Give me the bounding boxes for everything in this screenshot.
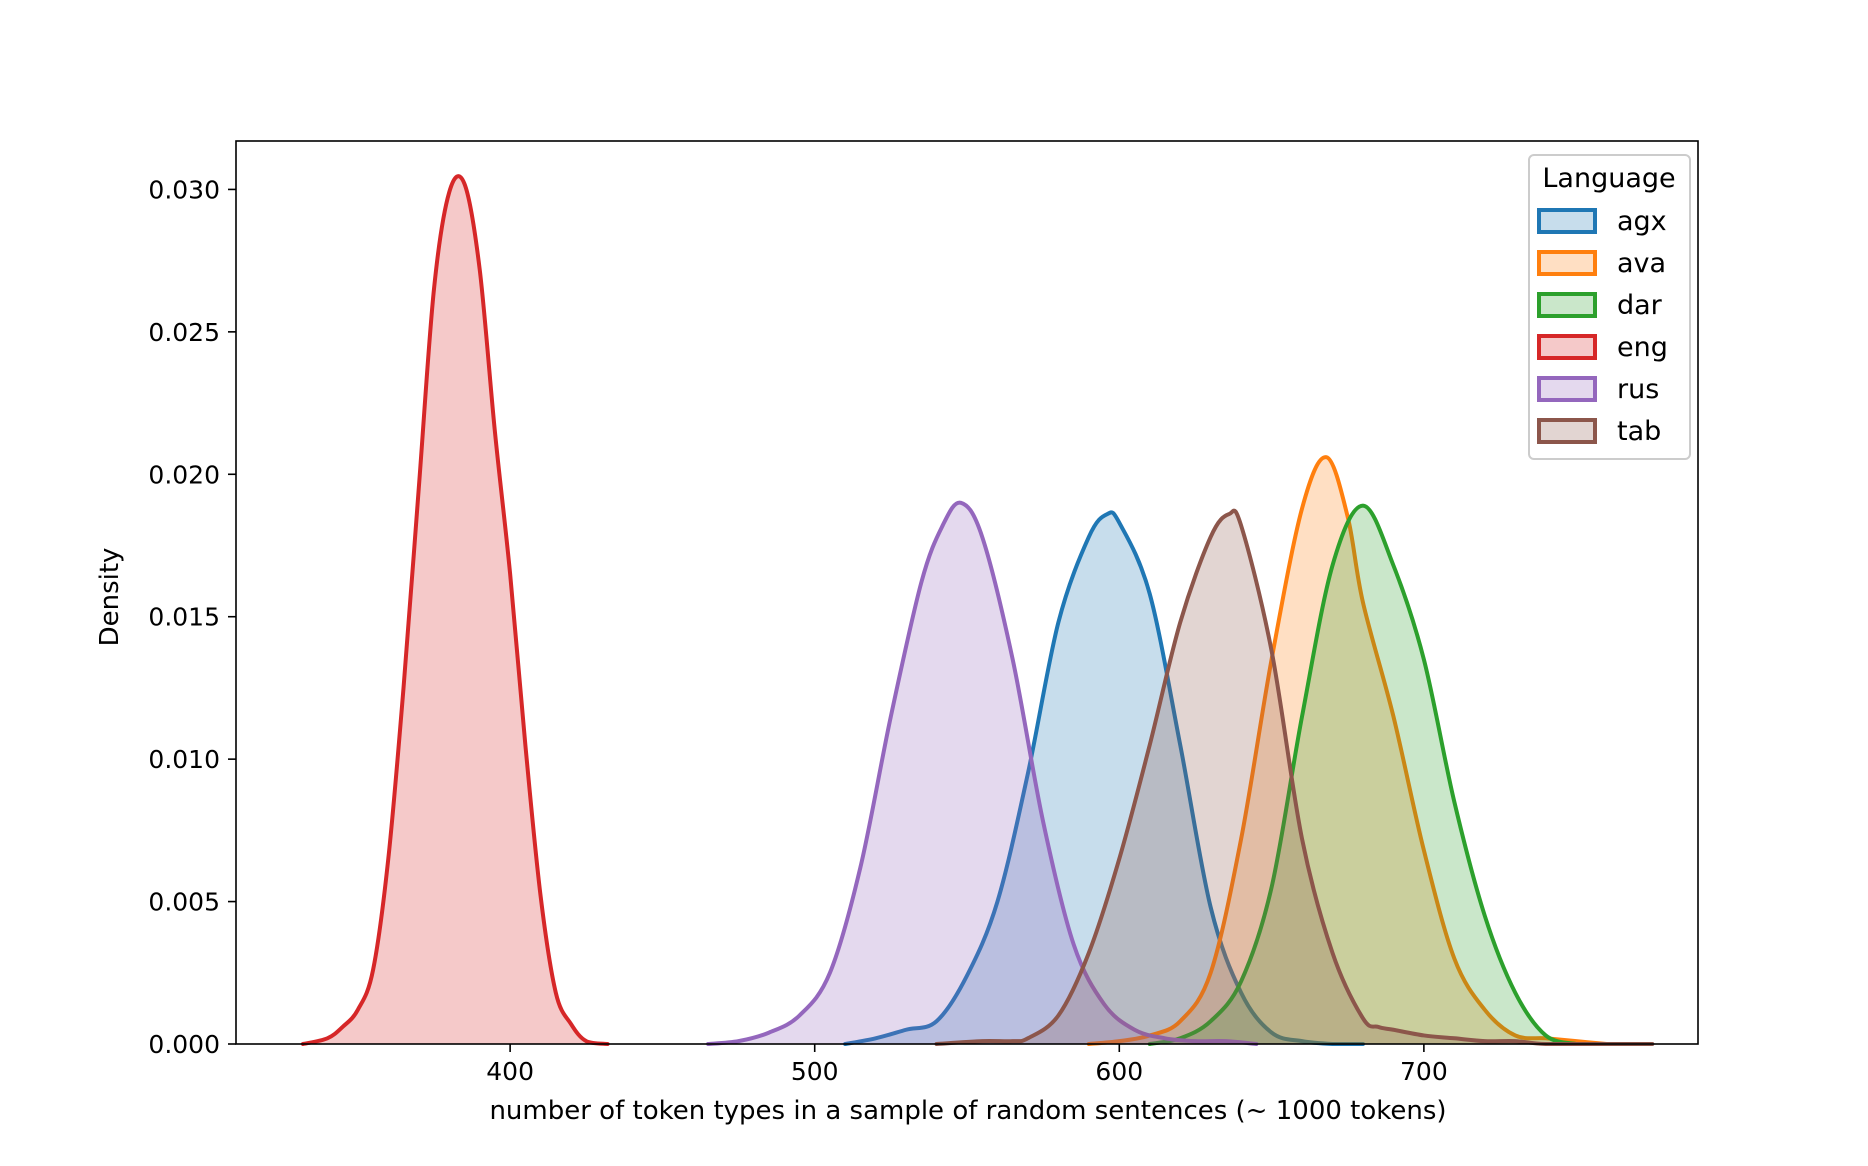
y-tick-label: 0.000 [148, 1030, 220, 1059]
density-area-dar [1149, 505, 1577, 1044]
legend-title: Language [1542, 163, 1675, 194]
x-tick-label: 700 [1400, 1057, 1448, 1086]
density-line-rus [706, 500, 1259, 1046]
legend-label-ava: ava [1617, 248, 1666, 279]
legend-label-agx: agx [1617, 206, 1667, 237]
legend-swatch-rus [1537, 376, 1597, 402]
density-line-eng [301, 174, 610, 1046]
legend: Language agx ava dar eng rus tab [1528, 154, 1691, 460]
legend-swatch-tab [1537, 418, 1597, 444]
legend-label-rus: rus [1617, 374, 1659, 405]
density-area-agx [845, 512, 1363, 1044]
density-line-agx [843, 510, 1365, 1046]
y-tick-label: 0.030 [148, 175, 220, 204]
density-line-ava [1086, 455, 1609, 1046]
density-line-dar [1147, 503, 1579, 1046]
y-tick-label: 0.010 [148, 745, 220, 774]
plot-frame [235, 140, 1699, 1045]
legend-label-tab: tab [1617, 416, 1661, 447]
y-tick-label: 0.015 [148, 603, 220, 632]
legend-swatch-eng [1537, 334, 1597, 360]
plot-area [301, 174, 1655, 1046]
legend-items: agx ava dar eng rus tab [1537, 206, 1668, 447]
y-axis-label: Density [95, 548, 125, 647]
x-tick-label: 400 [486, 1057, 534, 1086]
x-axis-label: number of token types in a sample of ran… [489, 1096, 1446, 1126]
y-tick-label: 0.005 [148, 888, 220, 917]
y-tick-label: 0.025 [148, 318, 220, 347]
legend-swatch-ava [1537, 250, 1597, 276]
density-area-rus [708, 502, 1257, 1045]
x-tick-label: 500 [791, 1057, 839, 1086]
legend-swatch-dar [1537, 292, 1597, 318]
density-area-eng [303, 176, 608, 1044]
legend-swatch-agx [1537, 208, 1597, 234]
axes: 400 500 600 700 0.000 0.005 0.010 0.015 0.020 0.0… [148, 140, 1699, 1086]
x-tick-label: 600 [1095, 1057, 1143, 1086]
y-tick-label: 0.020 [148, 460, 220, 489]
legend-label-eng: eng [1617, 332, 1668, 363]
density-area-ava [1088, 457, 1607, 1045]
density-line-tab [934, 508, 1655, 1046]
legend-label-dar: dar [1617, 290, 1663, 321]
density-area-tab [936, 510, 1653, 1044]
